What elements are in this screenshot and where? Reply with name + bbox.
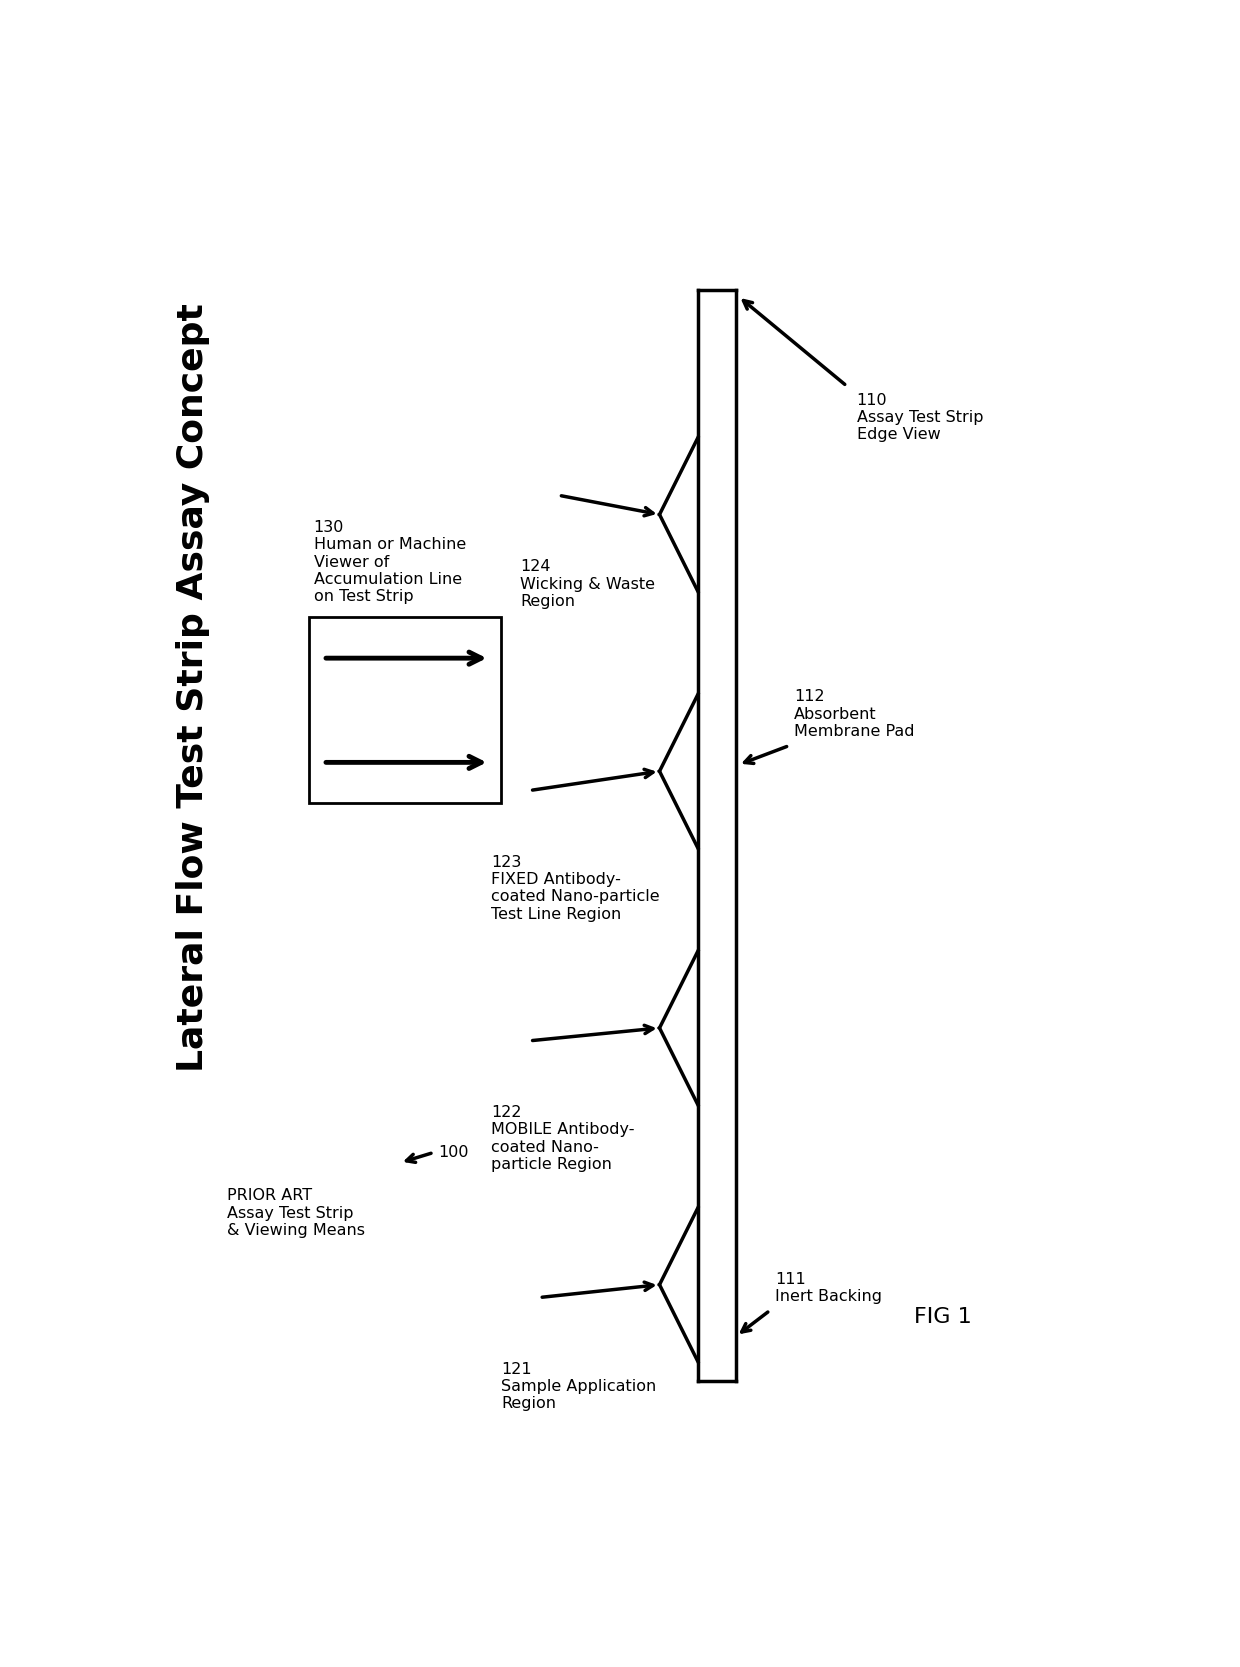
Text: 122
MOBILE Antibody-
coated Nano-
particle Region: 122 MOBILE Antibody- coated Nano- partic… — [491, 1105, 635, 1172]
Text: 130
Human or Machine
Viewer of
Accumulation Line
on Test Strip: 130 Human or Machine Viewer of Accumulat… — [314, 520, 466, 605]
Bar — [309, 617, 501, 803]
Text: 124
Wicking & Waste
Region: 124 Wicking & Waste Region — [521, 560, 655, 608]
Text: 123
FIXED Antibody-
coated Nano-particle
Test Line Region: 123 FIXED Antibody- coated Nano-particle… — [491, 855, 660, 922]
Text: 121
Sample Application
Region: 121 Sample Application Region — [501, 1362, 656, 1412]
Text: 111
Inert Backing: 111 Inert Backing — [775, 1272, 882, 1304]
Text: Lateral Flow Test Strip Assay Concept: Lateral Flow Test Strip Assay Concept — [176, 303, 211, 1072]
Text: 110
Assay Test Strip
Edge View: 110 Assay Test Strip Edge View — [857, 393, 983, 442]
Text: 112
Absorbent
Membrane Pad: 112 Absorbent Membrane Pad — [794, 690, 915, 738]
Text: FIG 1: FIG 1 — [914, 1307, 972, 1327]
Text: 100: 100 — [439, 1145, 469, 1160]
Text: PRIOR ART
Assay Test Strip
& Viewing Means: PRIOR ART Assay Test Strip & Viewing Mea… — [227, 1189, 365, 1239]
